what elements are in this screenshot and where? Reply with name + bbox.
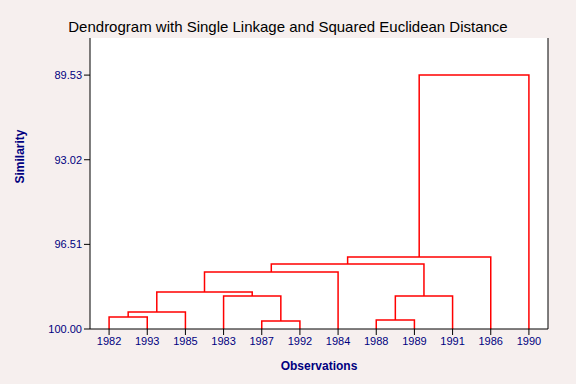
svg-text:1984: 1984 xyxy=(326,335,350,347)
svg-text:100.00: 100.00 xyxy=(48,323,82,335)
svg-text:1989: 1989 xyxy=(402,335,426,347)
svg-text:1993: 1993 xyxy=(135,335,159,347)
svg-text:1988: 1988 xyxy=(364,335,388,347)
html-text:Dendrogram with Single Linkage: Dendrogram with Single Linkage and Squar… xyxy=(68,18,508,35)
svg-text:96.51: 96.51 xyxy=(54,238,82,250)
svg-text:1992: 1992 xyxy=(288,335,312,347)
svg-text:1987: 1987 xyxy=(250,335,274,347)
svg-text:1986: 1986 xyxy=(479,335,503,347)
svg-text:1990: 1990 xyxy=(517,335,541,347)
svg-text:1982: 1982 xyxy=(97,335,121,347)
svg-text:Similarity: Similarity xyxy=(13,129,27,183)
svg-text:93.02: 93.02 xyxy=(54,154,82,166)
svg-text:1991: 1991 xyxy=(440,335,464,347)
svg-text:89.53: 89.53 xyxy=(54,69,82,81)
svg-text:1985: 1985 xyxy=(173,335,197,347)
svg-text:1983: 1983 xyxy=(211,335,235,347)
svg-text:Observations: Observations xyxy=(281,359,358,373)
